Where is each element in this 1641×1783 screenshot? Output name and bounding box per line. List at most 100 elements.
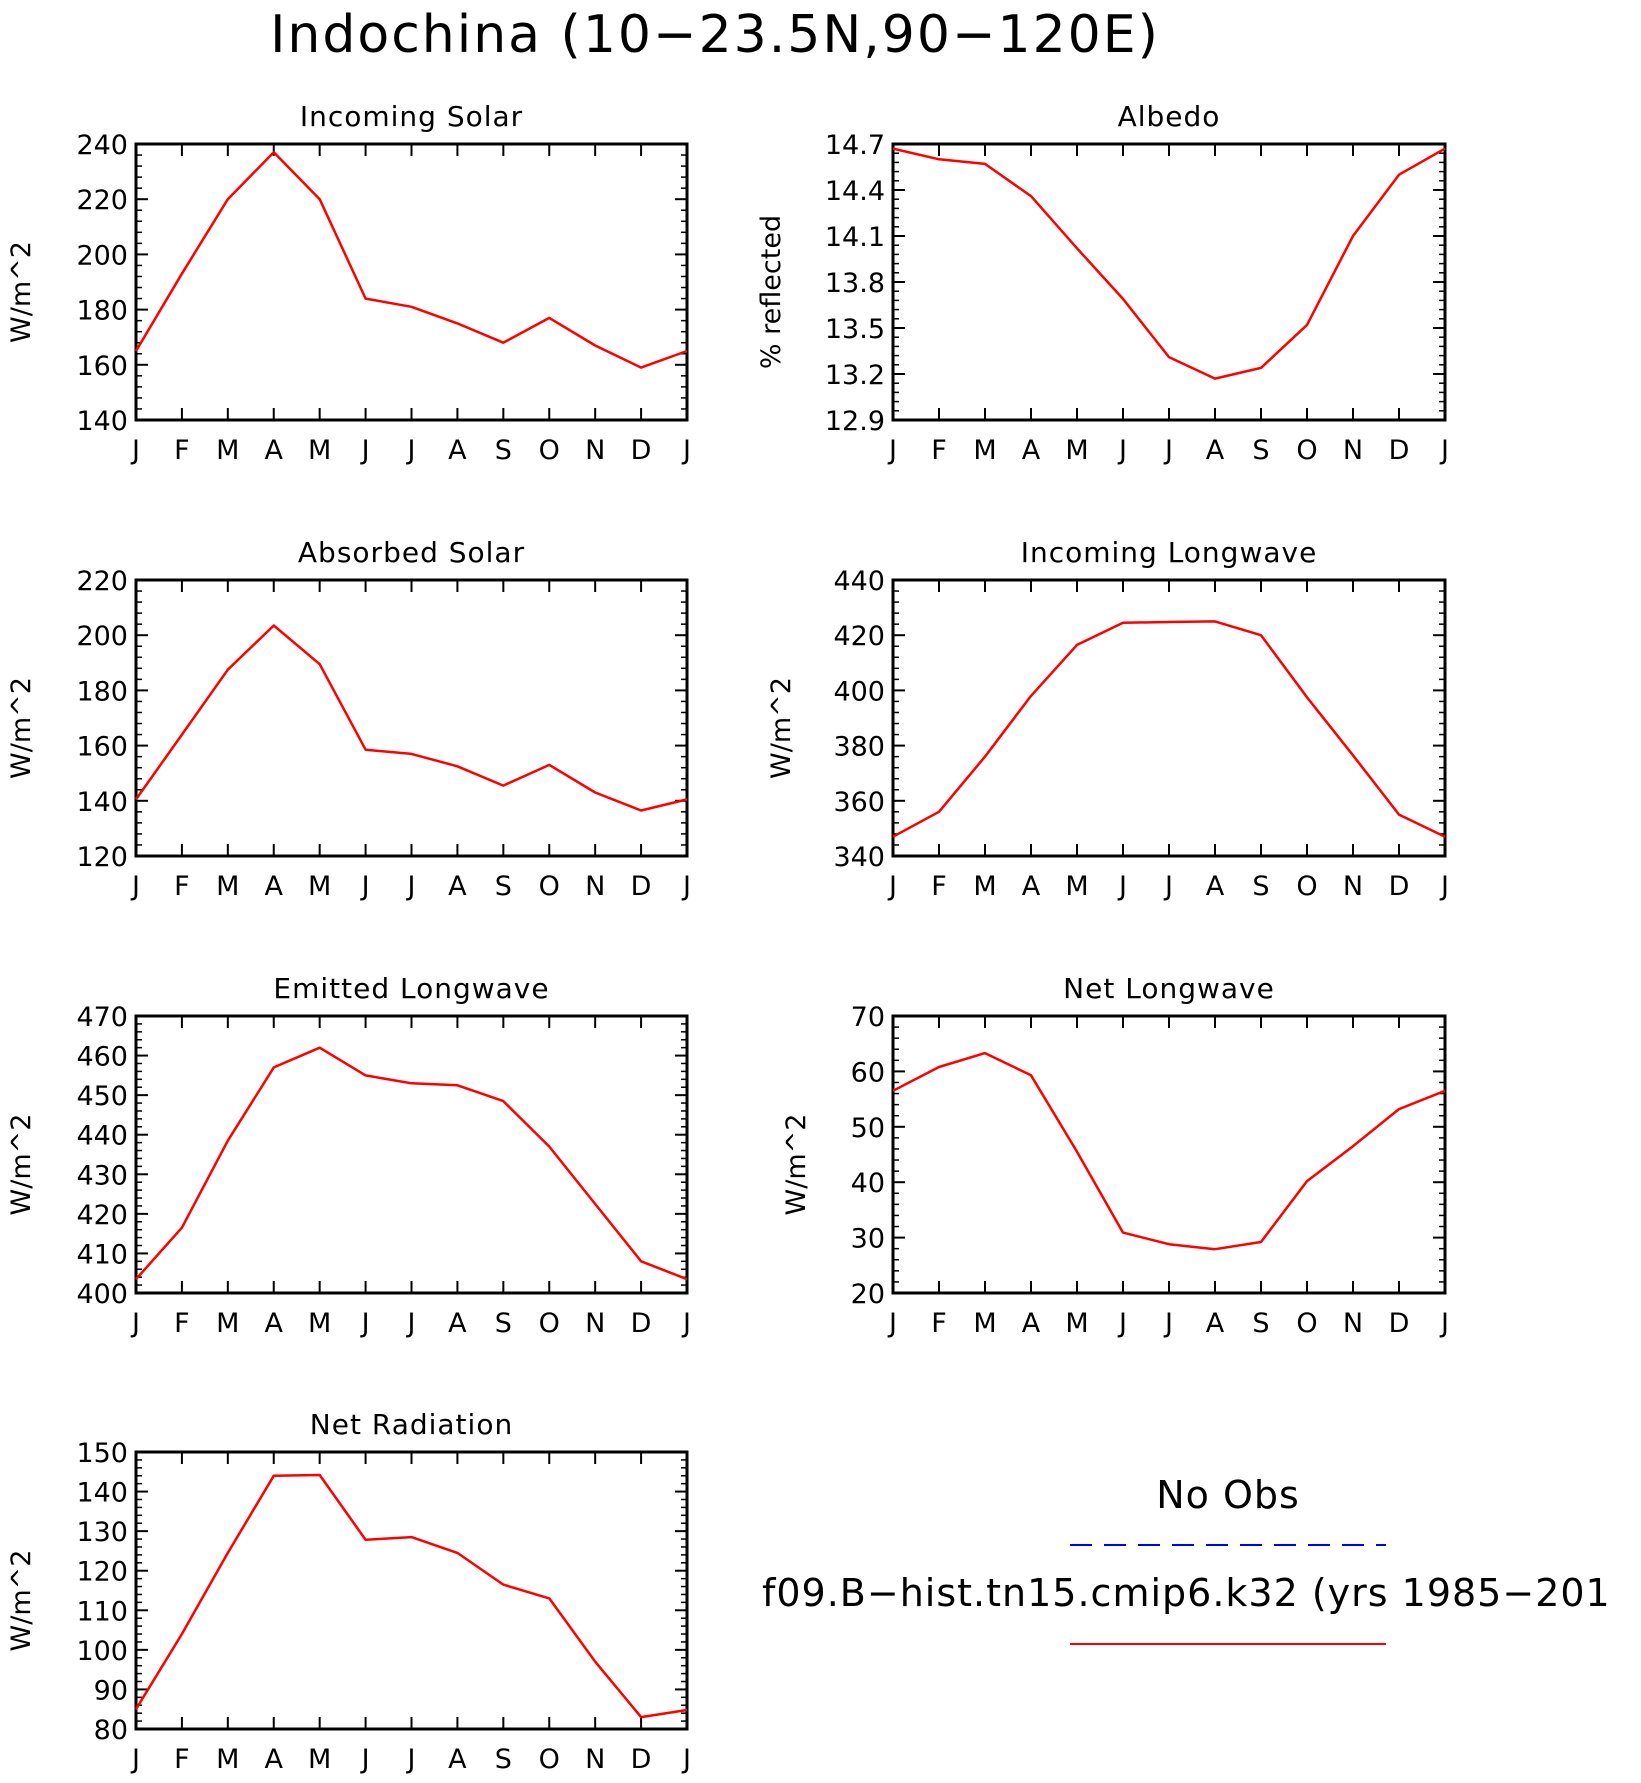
x-tick-label: D	[631, 1308, 652, 1339]
y-axis-label: W/m^2	[6, 1114, 37, 1216]
x-tick-label: N	[1343, 1308, 1363, 1339]
chart-panel: J F M A M J J A S O N D J12.913.213.513.814.114.414.…	[756, 100, 1449, 466]
x-tick-label: J	[681, 435, 691, 466]
x-tick-label: O	[1296, 435, 1317, 466]
chart-panel: J F M A M J J A S O N D J120140160180200220Absorbed …	[6, 536, 691, 902]
x-tick-label: D	[1389, 435, 1410, 466]
series-line	[892, 1051, 1446, 1251]
x-tick-label: J	[406, 1744, 416, 1775]
x-tick-label: J	[1163, 435, 1173, 466]
series-line	[135, 1046, 688, 1281]
x-tick-label: J	[406, 871, 416, 902]
x-tick-label: D	[631, 1744, 652, 1775]
plot-frame	[134, 142, 689, 422]
x-tick-label: J	[1163, 871, 1173, 902]
panel-title: Absorbed Solar	[298, 536, 525, 569]
y-tick-label: 50	[851, 1113, 885, 1144]
y-tick-label: 440	[76, 1121, 128, 1152]
x-tick-label: S	[495, 1308, 512, 1339]
x-tick-label: J	[887, 435, 897, 466]
y-tick-label: 110	[76, 1596, 128, 1627]
x-tick-label: N	[585, 1308, 605, 1339]
x-tick-label: A	[265, 1308, 284, 1339]
panel-title: Albedo	[1118, 100, 1221, 133]
y-tick-label: 140	[76, 406, 128, 437]
y-axis-label: W/m^2	[6, 677, 37, 779]
x-tick-label: A	[1022, 1308, 1041, 1339]
y-tick-label: 200	[76, 240, 128, 271]
x-tick-label: A	[448, 435, 467, 466]
x-tick-label: F	[174, 435, 190, 466]
x-tick-label: D	[631, 435, 652, 466]
y-tick-label: 14.1	[825, 222, 885, 253]
y-axis-label: W/m^2	[781, 1114, 812, 1216]
y-axis-label: W/m^2	[6, 241, 37, 343]
x-tick-label: N	[585, 1744, 605, 1775]
x-tick-label: J	[130, 1308, 140, 1339]
x-tick-label: O	[1296, 871, 1317, 902]
x-tick-label: M	[308, 435, 331, 466]
x-tick-label: S	[495, 1744, 512, 1775]
plot-frame	[891, 1014, 1447, 1295]
chart-panels: J F M A M J J A S O N D J140160180200220240Incoming …	[6, 100, 1449, 1775]
x-tick-label: J	[681, 1744, 691, 1775]
x-tick-label: J	[1117, 1308, 1127, 1339]
plot-frame	[891, 142, 1447, 422]
x-tick-label: F	[174, 1744, 190, 1775]
series-line	[892, 147, 1446, 380]
x-tick-label: J	[1117, 871, 1127, 902]
x-tick-label: M	[308, 1744, 331, 1775]
panel-title: Incoming Solar	[300, 100, 523, 133]
x-tick-label: A	[448, 1308, 467, 1339]
x-tick-label: A	[265, 1744, 284, 1775]
panel-title: Net Radiation	[310, 1408, 513, 1441]
y-tick-label: 40	[851, 1168, 885, 1199]
legend: No Obs f09.B−hist.tn15.cmip6.k32 (yrs 19…	[762, 1473, 1610, 1645]
x-tick-label: J	[887, 871, 897, 902]
plot-frame	[134, 1450, 689, 1731]
x-tick-label: J	[360, 1308, 370, 1339]
chart-panel: J F M A M J J A S O N D J400410420430440450460470Emi…	[6, 972, 691, 1339]
x-tick-label: N	[1343, 871, 1363, 902]
y-tick-label: 410	[76, 1239, 128, 1270]
x-tick-label: J	[1163, 1308, 1173, 1339]
series-line	[134, 624, 688, 812]
x-tick-label: S	[495, 871, 512, 902]
panel-title: Emitted Longwave	[273, 972, 549, 1005]
x-tick-label: O	[539, 1308, 560, 1339]
x-tick-label: S	[1252, 435, 1269, 466]
x-tick-label: A	[1206, 871, 1225, 902]
x-tick-label: M	[216, 871, 239, 902]
x-tick-label: J	[887, 1308, 897, 1339]
y-tick-label: 130	[76, 1517, 128, 1548]
x-tick-label: N	[585, 435, 605, 466]
x-tick-label: J	[130, 871, 140, 902]
x-tick-label: J	[406, 1308, 416, 1339]
x-tick-label: O	[1296, 1308, 1317, 1339]
y-tick-label: 140	[76, 1478, 128, 1509]
x-tick-label: J	[681, 871, 691, 902]
y-tick-label: 12.9	[825, 406, 885, 437]
panel-title: Net Longwave	[1063, 972, 1275, 1005]
y-axis-label: % reflected	[756, 215, 787, 369]
x-tick-label: A	[265, 435, 284, 466]
x-tick-label: M	[308, 1308, 331, 1339]
y-tick-label: 340	[833, 842, 885, 873]
x-tick-label: M	[973, 871, 996, 902]
x-tick-label: F	[931, 1308, 947, 1339]
x-tick-label: A	[448, 871, 467, 902]
x-tick-label: M	[1065, 871, 1088, 902]
series-line	[134, 151, 688, 369]
y-tick-label: 430	[76, 1160, 128, 1191]
x-tick-label: N	[1343, 435, 1363, 466]
x-tick-label: M	[216, 1744, 239, 1775]
x-tick-label: D	[1389, 871, 1410, 902]
y-tick-label: 13.5	[825, 314, 885, 345]
y-tick-label: 180	[76, 296, 128, 327]
y-tick-label: 420	[833, 621, 885, 652]
y-tick-label: 220	[76, 185, 128, 216]
y-tick-label: 380	[833, 732, 885, 763]
x-tick-label: M	[216, 435, 239, 466]
